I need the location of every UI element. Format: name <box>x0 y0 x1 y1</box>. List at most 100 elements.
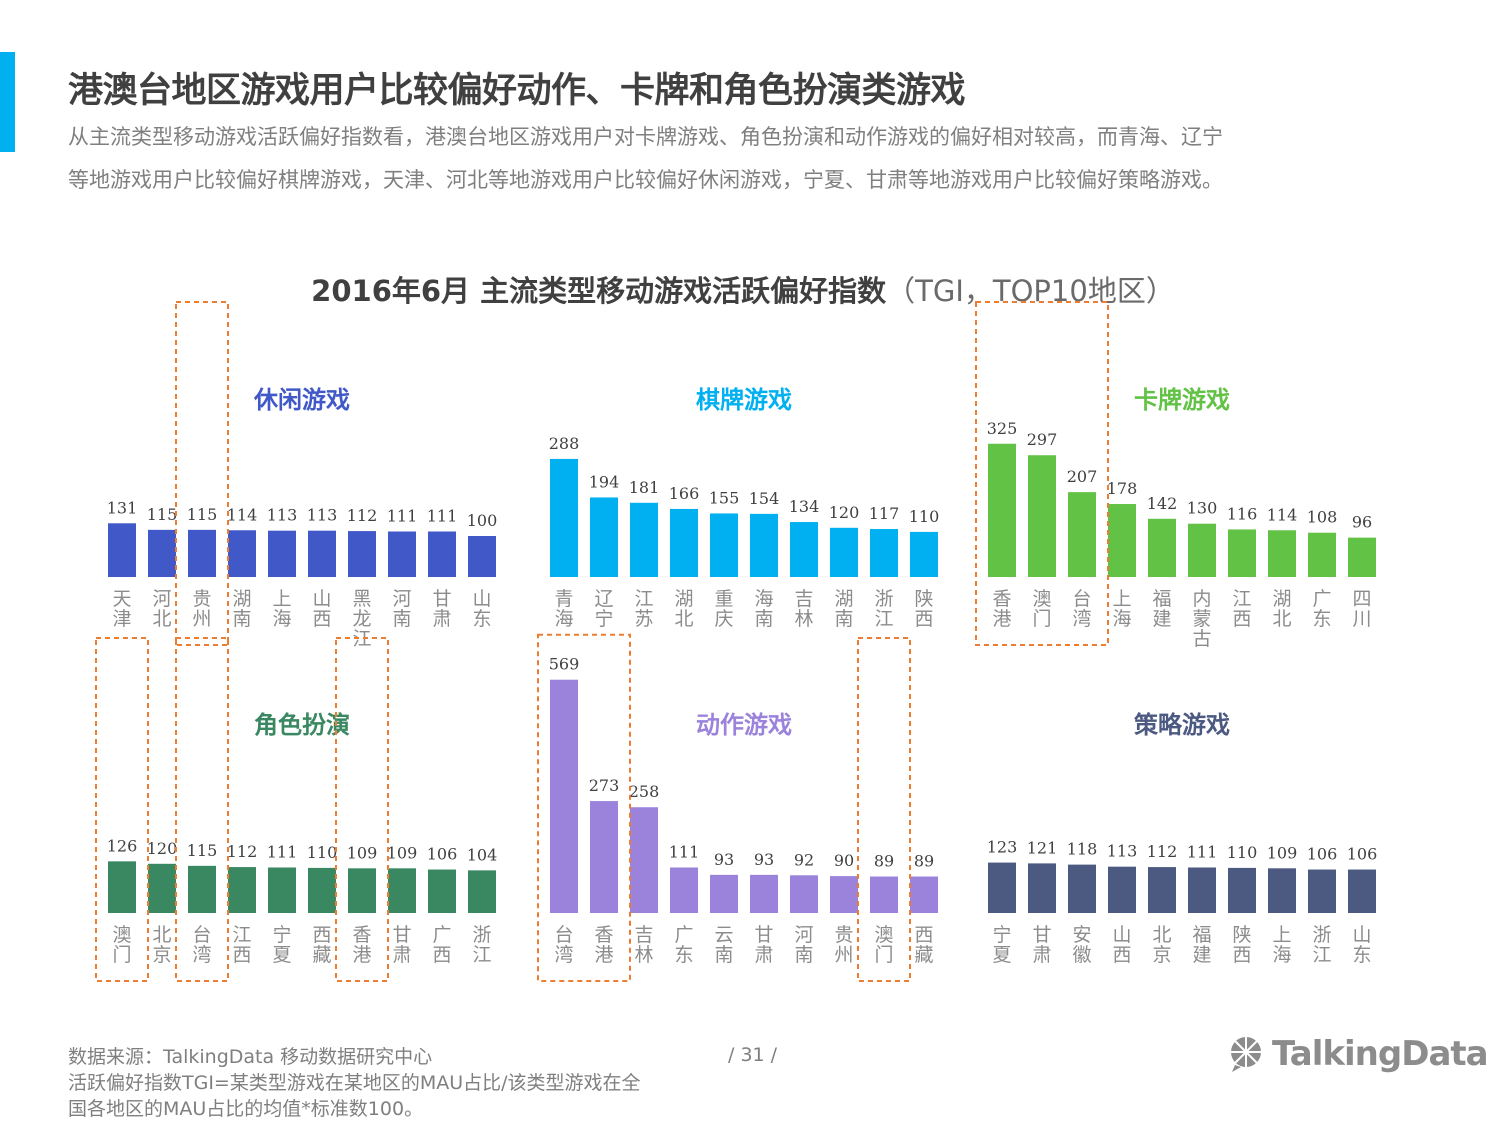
data-label: 297 <box>1027 430 1058 449</box>
category-label: 北京 <box>1152 924 1171 966</box>
category-label: 江苏 <box>634 588 653 630</box>
category-label: 澳门 <box>1032 588 1051 630</box>
chart-panel: 角色扮演 126 澳门 120 北京 115 台湾 112 江西 111 宁夏 110 西藏 109 香港 1… <box>95 637 497 982</box>
source-line-2: 活跃偏好指数TGI=某类型游戏在某地区的MAU占比/该类型游戏在全 <box>68 1072 641 1094</box>
data-label: 111 <box>1187 842 1218 861</box>
data-label: 113 <box>1107 842 1138 861</box>
category-label: 澳门 <box>874 924 893 966</box>
bar <box>188 865 216 913</box>
data-label: 106 <box>1347 845 1378 864</box>
bar <box>870 529 898 577</box>
category-label: 甘肃 <box>392 924 411 966</box>
category-label: 辽宁 <box>594 588 613 630</box>
bar <box>428 531 456 577</box>
category-label: 上海 <box>272 588 291 630</box>
bar <box>910 531 938 577</box>
data-label: 126 <box>107 836 138 855</box>
data-label: 111 <box>267 842 298 861</box>
data-label: 108 <box>1307 508 1338 527</box>
category-label: 福建 <box>1192 924 1211 966</box>
data-label: 110 <box>1227 843 1258 862</box>
data-label: 273 <box>589 776 620 795</box>
talkingdata-logo: TalkingData <box>1226 1030 1489 1078</box>
category-label: 江西 <box>1232 588 1251 630</box>
category-label: 贵州 <box>192 588 211 630</box>
category-label: 山西 <box>312 588 331 630</box>
data-label: 110 <box>307 843 338 862</box>
bar <box>790 875 818 913</box>
bar <box>388 868 416 913</box>
category-label: 吉林 <box>634 924 653 966</box>
source-line-1: 数据来源：TalkingData 移动数据研究中心 <box>68 1046 433 1068</box>
category-label: 广东 <box>674 924 693 966</box>
bar <box>268 530 296 577</box>
bar <box>188 529 216 577</box>
category-label: 陕西 <box>1232 924 1251 966</box>
data-label: 114 <box>1267 505 1298 524</box>
category-label: 台湾 <box>192 924 211 966</box>
data-label: 93 <box>714 850 734 869</box>
chart-title: 卡牌游戏 <box>1134 386 1230 414</box>
chart-panel: 动作游戏 569 台湾 273 香港 258 吉林 111 广东 93 云南 93 甘肃 92 河南 90 贵州… <box>537 633 938 983</box>
data-label: 120 <box>829 503 860 522</box>
bar <box>670 867 698 913</box>
category-label: 青海 <box>554 588 573 630</box>
bar <box>228 530 256 577</box>
bar <box>710 874 738 913</box>
data-label: 109 <box>1267 843 1298 862</box>
category-label: 西藏 <box>312 924 331 966</box>
data-label: 113 <box>267 506 298 525</box>
category-label: 上海 <box>1272 924 1291 966</box>
category-label: 香港 <box>352 924 371 966</box>
category-label: 山东 <box>472 588 491 630</box>
bar <box>710 513 738 577</box>
bar <box>1228 529 1256 577</box>
category-label: 贵州 <box>834 924 853 966</box>
bar <box>1268 530 1296 577</box>
data-label: 142 <box>1147 494 1178 513</box>
data-label: 93 <box>754 850 774 869</box>
bar <box>630 807 658 913</box>
data-label: 207 <box>1067 467 1098 486</box>
category-label: 云南 <box>714 924 733 966</box>
chart-panel: 卡牌游戏 325 香港 297 澳门 207 台湾 178 上海 142 福建 130 内蒙古 116 江西… <box>975 301 1376 650</box>
category-label: 天津 <box>112 588 131 630</box>
category-label: 北京 <box>152 924 171 966</box>
category-label: 浙江 <box>1312 924 1331 966</box>
data-label: 96 <box>1352 513 1372 532</box>
bar <box>148 863 176 913</box>
category-label: 甘肃 <box>754 924 773 966</box>
chart-title-main: 2016年6月 主流类型移动游戏活跃偏好指数 <box>311 274 887 308</box>
subtitle-line-1: 从主流类型移动游戏活跃偏好指数看，港澳台地区游戏用户对卡牌游戏、角色扮演和动作游… <box>68 125 1223 149</box>
bar <box>308 867 336 913</box>
category-label: 广西 <box>432 924 451 966</box>
data-label: 112 <box>1147 842 1178 861</box>
category-label: 湖南 <box>834 588 853 630</box>
bar <box>1148 518 1176 577</box>
chart-panel: 策略游戏 123 宁夏 121 甘肃 118 安徽 113 山西 112 北京 111 福建 110 陕西 1… <box>987 711 1378 966</box>
category-label: 吉林 <box>794 588 813 630</box>
category-label: 湖北 <box>1272 588 1291 630</box>
highlight-box <box>975 301 1109 646</box>
data-label: 166 <box>669 484 700 503</box>
category-label: 甘肃 <box>432 588 451 630</box>
category-label: 澳门 <box>112 924 131 966</box>
logo-icon <box>1231 1037 1261 1072</box>
category-label: 河北 <box>152 588 171 630</box>
page-number: / 31 / <box>728 1044 778 1066</box>
data-label: 194 <box>589 472 620 491</box>
page-title: 港澳台地区游戏用户比较偏好动作、卡牌和角色扮演类游戏 <box>68 71 966 111</box>
bar <box>590 801 618 913</box>
data-label: 109 <box>387 843 418 862</box>
data-label: 116 <box>1227 504 1258 523</box>
data-label: 325 <box>987 419 1018 438</box>
data-label: 181 <box>629 478 660 497</box>
chart-panel: 棋牌游戏 288 青海 194 辽宁 181 江苏 166 湖北 155 重庆 154 海南 134 吉林 1… <box>549 386 940 630</box>
data-label: 114 <box>227 505 258 524</box>
page-subtitle: 从主流类型移动游戏活跃偏好指数看，港澳台地区游戏用户对卡牌游戏、角色扮演和动作游… <box>68 116 1468 202</box>
data-label: 118 <box>1067 840 1098 859</box>
bar <box>988 862 1016 913</box>
data-label: 115 <box>187 841 218 860</box>
category-label: 安徽 <box>1072 924 1091 966</box>
category-label: 宁夏 <box>272 924 291 966</box>
